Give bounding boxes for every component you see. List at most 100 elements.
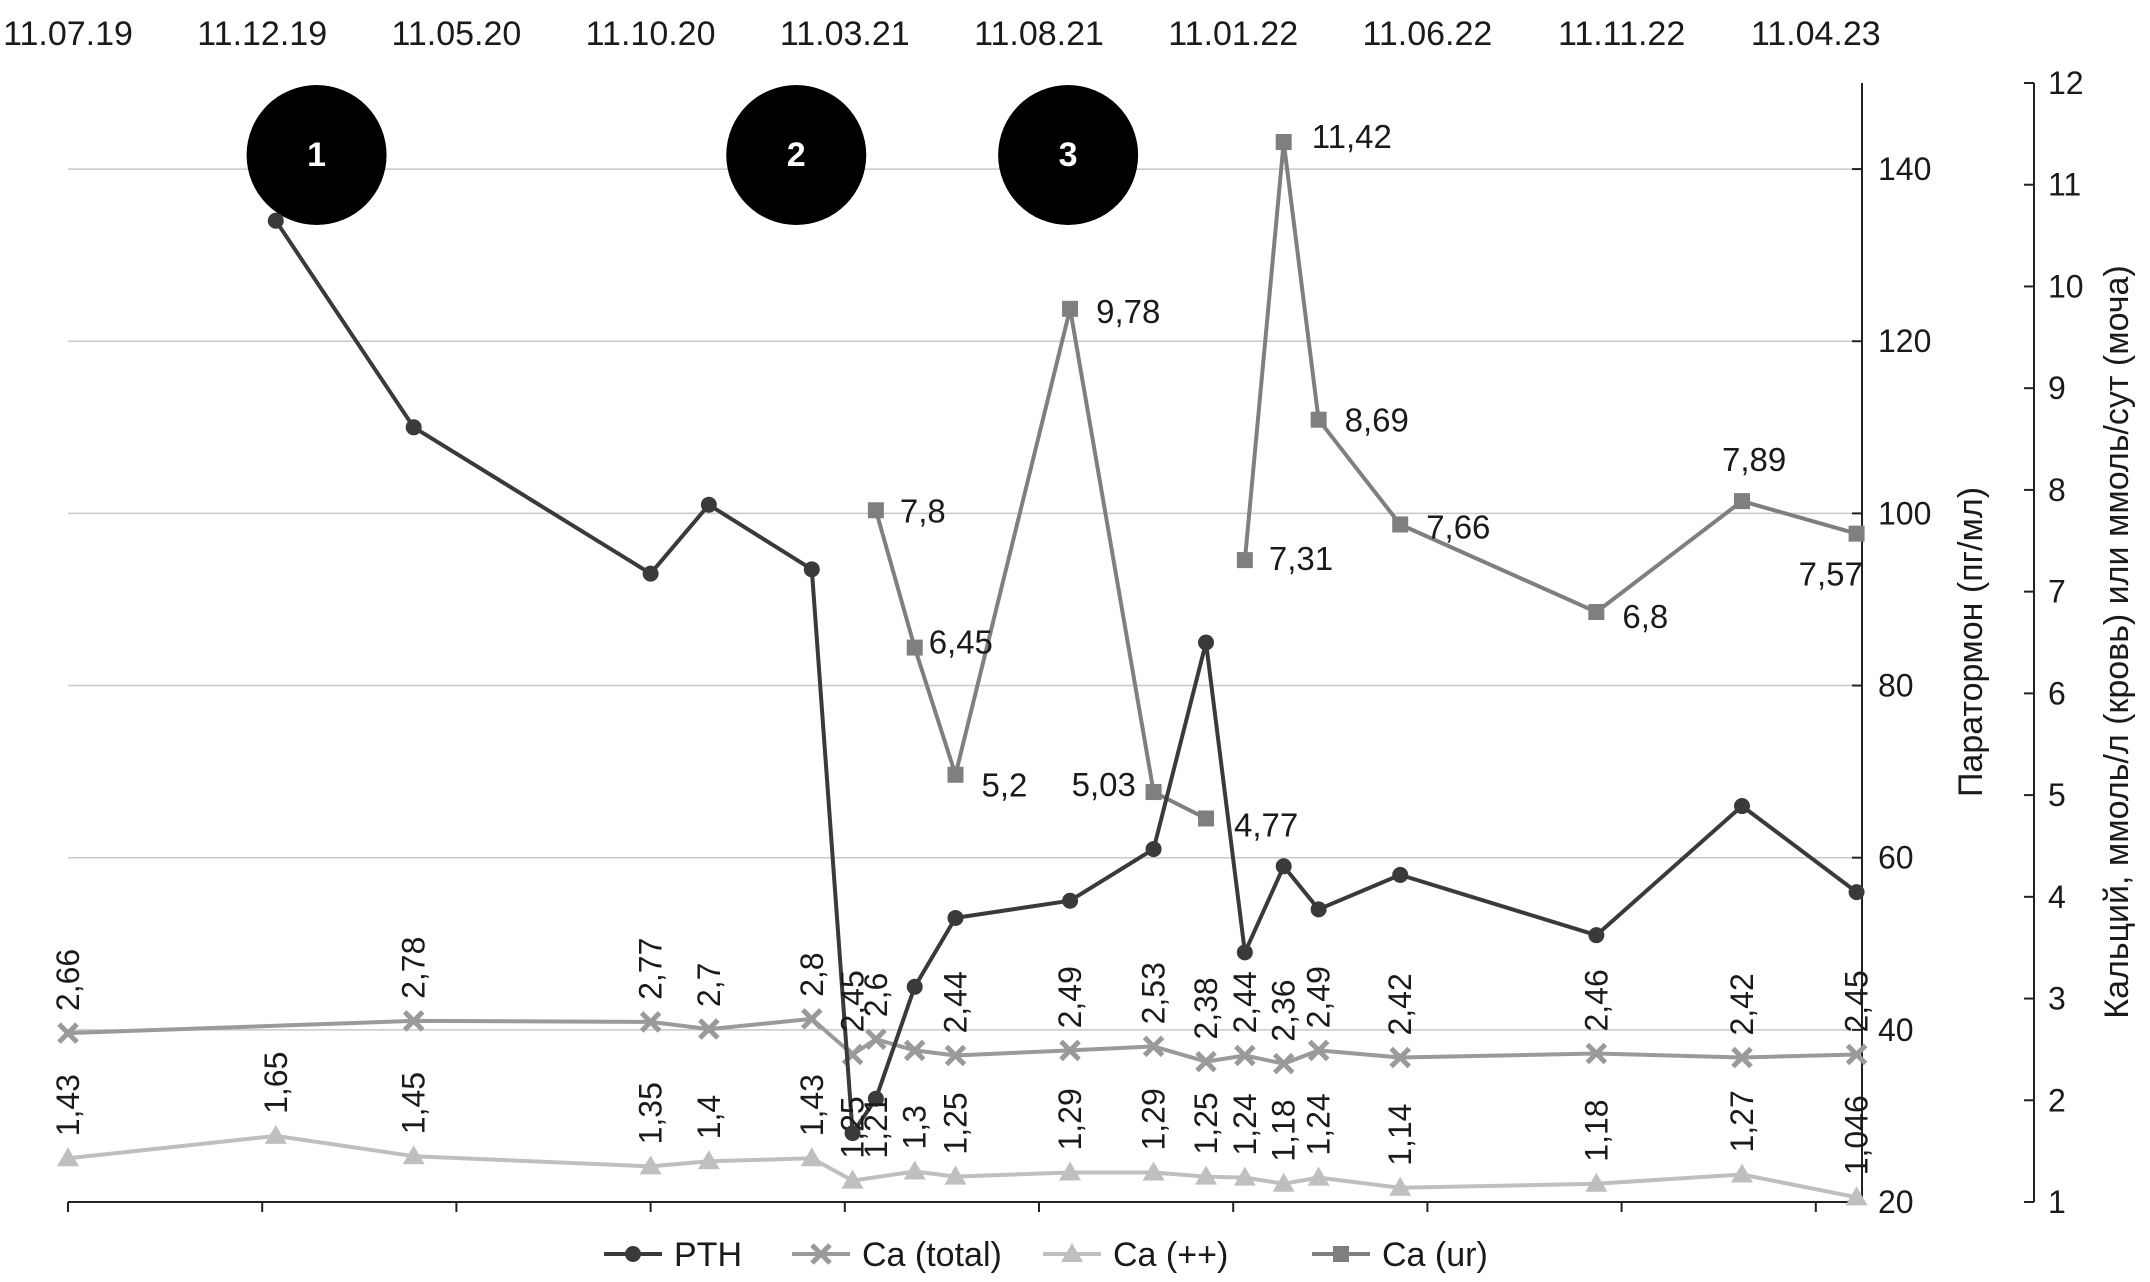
ca-urine-point xyxy=(1333,1246,1349,1262)
ca-total-label: 2,46 xyxy=(1578,969,1614,1031)
pth-point xyxy=(625,1246,641,1262)
legend-label: PTH xyxy=(674,1236,742,1274)
ca-total-label: 2,6 xyxy=(858,973,894,1017)
ca-ion-point xyxy=(57,1147,79,1167)
ca-total-label: 2,45 xyxy=(1839,970,1875,1032)
event-marker-circle xyxy=(998,85,1139,225)
pth-point xyxy=(1588,927,1605,944)
legend-label: Ca (++) xyxy=(1113,1236,1228,1274)
series xyxy=(57,134,1868,1206)
ca-ion-label: 1,43 xyxy=(50,1074,86,1136)
ca-total-point xyxy=(944,1044,967,1067)
ca-total-point xyxy=(810,1243,832,1265)
ca-urine-label: 9,78 xyxy=(1096,293,1160,330)
ca-ion-label: 1,18 xyxy=(1266,1099,1302,1161)
pth-point xyxy=(1236,944,1253,961)
left-y-tick-label: 60 xyxy=(1878,840,1914,876)
ca-ion-point xyxy=(903,1160,926,1180)
ca-urine-label: 7,31 xyxy=(1269,540,1333,577)
ca-urine-point xyxy=(1392,516,1409,533)
event-marker-circle xyxy=(726,85,867,225)
pth-point xyxy=(1734,798,1751,815)
x-date-label: 11.07.19 xyxy=(3,15,133,53)
ca-ion-point xyxy=(402,1145,425,1165)
x-date-label: 11.12.19 xyxy=(197,15,327,53)
ca-total-point xyxy=(1234,1044,1256,1067)
ca-ion-label: 1,27 xyxy=(1724,1090,1760,1152)
event-marker-label: 1 xyxy=(307,136,326,174)
x-date-label: 11.04.23 xyxy=(1751,15,1881,53)
ca-total-label: 2,42 xyxy=(1724,973,1760,1035)
ca-urine-label: 7,89 xyxy=(1722,441,1786,478)
ca-total-point xyxy=(402,1010,425,1032)
ca-urine-point xyxy=(1275,134,1292,151)
ca-total-label: 2,45 xyxy=(835,970,871,1032)
ca-ion-label: 1,25 xyxy=(835,1096,871,1158)
legend-label: Ca (ur) xyxy=(1382,1236,1488,1274)
ca-total-point xyxy=(1195,1050,1217,1073)
ca-ion-label: 1,24 xyxy=(1227,1093,1263,1155)
x-date-label: 11.03.21 xyxy=(780,15,910,53)
ca-total-label: 2,49 xyxy=(1052,966,1088,1028)
right-y-tick-label: 2 xyxy=(2048,1082,2066,1118)
ca-total-point xyxy=(1845,1043,1868,1066)
left-y-tick-label: 80 xyxy=(1878,668,1914,704)
right-y-axis-title: Кальций, ммоль/л (кровь) или ммоль/сут (… xyxy=(2098,265,2136,1018)
series-line-ca-ur- xyxy=(873,306,1207,821)
event-marker-label: 3 xyxy=(1059,136,1078,174)
event-marker-circle xyxy=(246,85,387,225)
ca-urine-point xyxy=(1198,810,1215,827)
right-y-tick-label: 1 xyxy=(2048,1184,2066,1220)
pth-point xyxy=(1198,634,1215,651)
right-y-tick-label: 8 xyxy=(2048,472,2066,508)
ca-total-label: 2,36 xyxy=(1266,979,1302,1041)
pth-point xyxy=(844,1125,861,1142)
ca-urine-label: 5,03 xyxy=(1072,766,1136,803)
x-date-label: 11.01.22 xyxy=(1168,15,1298,53)
event-marker-label: 2 xyxy=(787,136,806,174)
ca-ion-label: 1,25 xyxy=(1188,1092,1224,1154)
left-y-tick-label: 40 xyxy=(1878,1012,1914,1048)
pth-point xyxy=(1275,858,1292,875)
ca-total-label: 2,38 xyxy=(1188,977,1224,1039)
pth-point xyxy=(642,565,659,582)
ca-ion-label: 1,65 xyxy=(258,1052,294,1114)
ca-total-point xyxy=(1585,1042,1608,1065)
x-date-label: 11.08.21 xyxy=(974,15,1104,53)
ca-ion-label: 1,3 xyxy=(897,1105,933,1149)
ca-urine-point xyxy=(947,766,964,783)
left-y-tick-label: 140 xyxy=(1878,151,1931,187)
ca-total-label: 2,77 xyxy=(633,938,669,1000)
ca-ion-point xyxy=(1061,1243,1083,1262)
ca-ion-point xyxy=(1585,1172,1608,1192)
ca-ion-label: 1,35 xyxy=(633,1082,669,1144)
pth-point xyxy=(1062,892,1079,909)
pth-point xyxy=(700,496,717,513)
ca-urine-label: 7,66 xyxy=(1426,509,1490,546)
ca-urine-label: 4,77 xyxy=(1234,807,1298,844)
data-labels: 2,66 2,78 2,77 2,7 2,8 2,452,6 2,44 2,49 2,53 2,3… xyxy=(50,118,1875,1175)
ca-ion-label: 1,21 xyxy=(858,1096,894,1158)
ca-total-point xyxy=(1389,1046,1411,1069)
ca-total-label: 2,78 xyxy=(396,937,432,999)
pth-point xyxy=(1392,866,1409,883)
ca-urine-point xyxy=(867,502,884,519)
ca-ion-label: 1,29 xyxy=(1052,1088,1088,1150)
left-y-tick-label: 100 xyxy=(1878,495,1931,531)
ca-total-point xyxy=(1142,1035,1165,1058)
ca-total-point xyxy=(1059,1039,1081,1062)
ca-total-point xyxy=(801,1008,823,1030)
ca-urine-point xyxy=(1588,603,1605,620)
ca-urine-point xyxy=(1310,411,1327,428)
right-y-tick-label: 12 xyxy=(2048,65,2084,101)
ca-total-label: 2,66 xyxy=(50,949,86,1011)
ca-urine-label: 6,8 xyxy=(1622,598,1668,635)
ca-ion-point xyxy=(1233,1166,1256,1186)
ca-urine-label: 8,69 xyxy=(1345,402,1409,439)
right-y-tick-label: 4 xyxy=(2048,879,2066,915)
ca-total-label: 2,44 xyxy=(1227,971,1263,1033)
ca-ion-point xyxy=(1272,1172,1295,1192)
x-date-label: 11.11.22 xyxy=(1558,15,1685,53)
gridlines xyxy=(68,168,1862,1031)
